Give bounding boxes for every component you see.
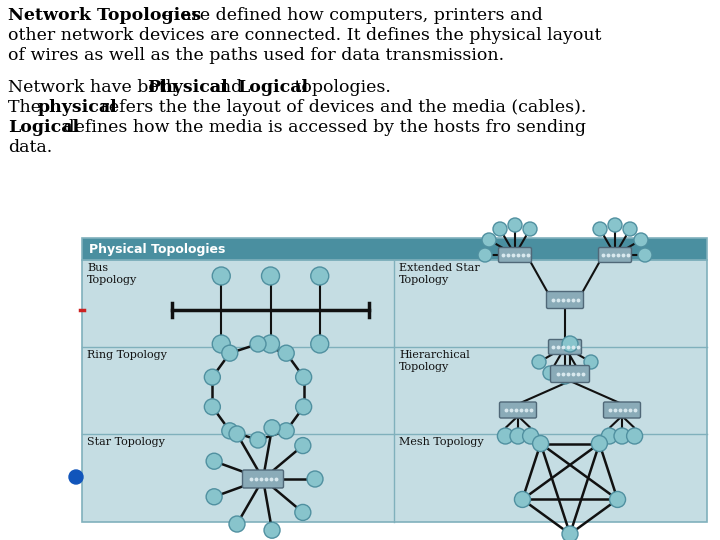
Text: –  are defined how computers, printers and: – are defined how computers, printers an… <box>156 7 543 24</box>
Circle shape <box>638 248 652 262</box>
Circle shape <box>532 355 546 369</box>
FancyBboxPatch shape <box>500 402 536 418</box>
Circle shape <box>543 366 557 380</box>
Circle shape <box>573 366 587 380</box>
Circle shape <box>533 436 549 451</box>
Text: Network Topologies: Network Topologies <box>8 7 201 24</box>
Circle shape <box>311 335 329 353</box>
Circle shape <box>498 428 513 444</box>
FancyBboxPatch shape <box>551 366 590 382</box>
Circle shape <box>558 370 572 384</box>
Circle shape <box>626 428 643 444</box>
Circle shape <box>261 267 279 285</box>
Circle shape <box>204 369 220 385</box>
Text: Network have both: Network have both <box>8 79 182 96</box>
Circle shape <box>229 426 245 442</box>
Circle shape <box>222 345 238 361</box>
Circle shape <box>608 218 622 232</box>
Text: Hierarchical
Topology: Hierarchical Topology <box>399 350 469 372</box>
FancyBboxPatch shape <box>549 340 582 354</box>
Circle shape <box>478 248 492 262</box>
Circle shape <box>614 428 630 444</box>
Circle shape <box>222 423 238 439</box>
Circle shape <box>296 369 312 385</box>
Text: topologies.: topologies. <box>289 79 391 96</box>
FancyBboxPatch shape <box>82 238 707 260</box>
Circle shape <box>278 345 294 361</box>
Circle shape <box>296 399 312 415</box>
FancyBboxPatch shape <box>546 292 583 308</box>
Circle shape <box>562 526 578 540</box>
Circle shape <box>250 432 266 448</box>
Text: Ring Topology: Ring Topology <box>87 350 167 360</box>
Circle shape <box>623 222 637 236</box>
Circle shape <box>515 491 531 508</box>
Text: The: The <box>8 99 47 116</box>
Circle shape <box>229 516 245 532</box>
Circle shape <box>212 267 230 285</box>
Circle shape <box>508 218 522 232</box>
Text: physical: physical <box>38 99 118 116</box>
Circle shape <box>206 453 222 469</box>
Text: defines how the media is accessed by the hosts fro sending: defines how the media is accessed by the… <box>58 119 586 136</box>
FancyBboxPatch shape <box>82 260 707 522</box>
Circle shape <box>562 336 578 352</box>
FancyBboxPatch shape <box>598 247 631 262</box>
Circle shape <box>634 233 648 247</box>
Circle shape <box>510 428 526 444</box>
Text: and: and <box>204 79 248 96</box>
Circle shape <box>482 233 496 247</box>
Circle shape <box>294 437 311 454</box>
Text: refers the the layout of devices and the media (cables).: refers the the layout of devices and the… <box>95 99 586 116</box>
Circle shape <box>591 436 608 451</box>
Text: Star Topology: Star Topology <box>87 437 165 447</box>
Circle shape <box>610 491 626 508</box>
Circle shape <box>593 222 607 236</box>
Circle shape <box>294 504 311 521</box>
Text: of wires as well as the paths used for data transmission.: of wires as well as the paths used for d… <box>8 47 504 64</box>
Circle shape <box>523 222 537 236</box>
Text: Physical: Physical <box>147 79 228 96</box>
Text: Extended Star
Topology: Extended Star Topology <box>399 263 480 285</box>
FancyBboxPatch shape <box>498 247 531 262</box>
Circle shape <box>493 222 507 236</box>
Circle shape <box>584 355 598 369</box>
Circle shape <box>523 428 539 444</box>
Circle shape <box>261 335 279 353</box>
Text: Logical: Logical <box>8 119 79 136</box>
Text: Bus
Topology: Bus Topology <box>87 263 138 285</box>
Circle shape <box>212 335 230 353</box>
Circle shape <box>69 470 83 484</box>
Circle shape <box>264 420 280 436</box>
Text: Logical: Logical <box>237 79 308 96</box>
Text: data.: data. <box>8 139 53 156</box>
Circle shape <box>264 522 280 538</box>
Text: Mesh Topology: Mesh Topology <box>399 437 484 447</box>
Text: other network devices are connected. It defines the physical layout: other network devices are connected. It … <box>8 27 601 44</box>
Circle shape <box>307 471 323 487</box>
Text: Physical Topologies: Physical Topologies <box>89 242 225 255</box>
FancyBboxPatch shape <box>243 470 284 488</box>
Circle shape <box>250 336 266 352</box>
Circle shape <box>204 399 220 415</box>
Circle shape <box>311 267 329 285</box>
FancyBboxPatch shape <box>603 402 641 418</box>
Circle shape <box>278 423 294 439</box>
Circle shape <box>601 428 618 444</box>
Circle shape <box>206 489 222 505</box>
